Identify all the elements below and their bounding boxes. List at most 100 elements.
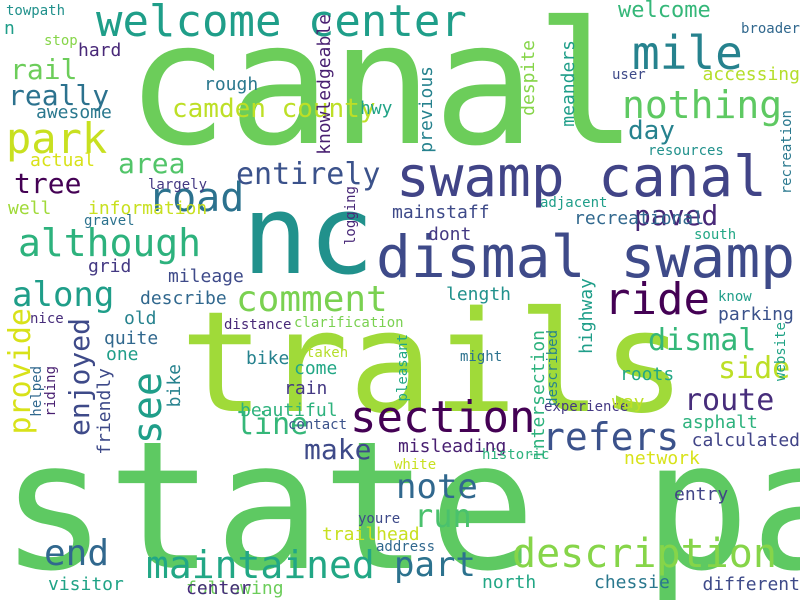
word-area: area bbox=[118, 147, 186, 180]
word-accessing: resources bbox=[648, 143, 724, 159]
word-note: note bbox=[396, 467, 478, 507]
word-describe: nice bbox=[30, 311, 64, 327]
word-although: although bbox=[18, 221, 202, 265]
word-make: make bbox=[304, 433, 372, 466]
word-length: pleasant bbox=[395, 334, 411, 402]
word-network: youre bbox=[358, 511, 401, 527]
word-hard: rough bbox=[204, 74, 259, 95]
word-following: following bbox=[186, 578, 284, 599]
word-end: see bbox=[125, 372, 171, 445]
word-previous: previous bbox=[416, 66, 437, 153]
word-know: website bbox=[773, 322, 789, 382]
word-mileage: describe bbox=[140, 288, 227, 309]
word-rain: rain bbox=[284, 378, 328, 399]
word-road: road bbox=[148, 175, 245, 221]
word-dismal-swamp: dismal swamp bbox=[376, 223, 796, 291]
word-rail: rail bbox=[10, 53, 78, 86]
word-rough: awesome bbox=[36, 102, 112, 123]
word-white: network bbox=[624, 448, 700, 469]
word-beautiful: beautiful bbox=[240, 400, 338, 421]
word-tree: tree bbox=[14, 167, 82, 200]
word-old: quite bbox=[104, 328, 159, 349]
word-trailhead: address bbox=[376, 539, 436, 555]
word-entry: chessie bbox=[594, 572, 670, 593]
word-awesome: actual bbox=[30, 150, 96, 171]
word-run: run bbox=[414, 497, 472, 535]
word-along: along bbox=[12, 275, 115, 315]
word-logging: logging bbox=[343, 186, 359, 246]
word-going: broader bbox=[740, 21, 800, 37]
word-recreational: south bbox=[694, 227, 737, 243]
word-line: line bbox=[236, 407, 309, 442]
word-way: calculated bbox=[691, 430, 800, 451]
word-state-park: state park bbox=[0, 403, 800, 600]
word-despite: despite bbox=[518, 40, 539, 116]
word-information: gravel bbox=[84, 213, 135, 229]
word-south: length bbox=[446, 284, 512, 305]
word-calculated: white bbox=[394, 457, 437, 473]
word-address: north bbox=[482, 572, 537, 593]
word-hwy: hwy bbox=[360, 98, 393, 119]
word-come: come bbox=[294, 358, 338, 379]
word-helped: riding bbox=[43, 366, 59, 417]
word-mainstaff: dont bbox=[428, 224, 472, 245]
word-maintained: maintained bbox=[146, 543, 375, 587]
word-refers: refers bbox=[542, 415, 680, 459]
word-historic: trailhead bbox=[322, 524, 420, 545]
word-distance: distance bbox=[224, 317, 292, 333]
word-experience: asphalt bbox=[682, 412, 758, 433]
word-contact: contact bbox=[288, 417, 348, 433]
word-misleading: historic bbox=[482, 447, 550, 463]
word-canal: canal bbox=[126, 0, 638, 184]
word-nothing: nothing bbox=[622, 83, 783, 127]
word-section: section bbox=[350, 392, 536, 443]
word-recreation: mainstaff bbox=[392, 202, 490, 223]
word-ride: ride bbox=[604, 274, 710, 325]
word-described: know bbox=[718, 289, 752, 305]
word-different: center bbox=[186, 578, 252, 599]
word-website: experience bbox=[544, 399, 629, 415]
word-nc: nc bbox=[242, 171, 375, 299]
word-well: information bbox=[88, 198, 208, 219]
word-n: stop bbox=[44, 33, 78, 49]
word-provide: enjoyed bbox=[63, 318, 96, 437]
word-part: part bbox=[394, 545, 476, 585]
word-quite: one bbox=[106, 344, 139, 365]
word-day: camden county bbox=[172, 94, 376, 124]
word-stop: hard bbox=[78, 40, 122, 61]
word-youre: entry bbox=[674, 484, 729, 505]
word-really: really bbox=[8, 79, 110, 112]
word-parking: roots bbox=[620, 364, 675, 385]
word-might: might bbox=[460, 349, 503, 365]
word-knowledgeable: knowledgeable bbox=[314, 14, 335, 155]
word-user: accessing bbox=[702, 64, 800, 85]
word-clarification: clarification bbox=[294, 315, 404, 331]
word-paved: paved bbox=[634, 199, 719, 232]
word-resources: recreation bbox=[779, 110, 795, 195]
word-gravel: grid bbox=[88, 256, 132, 277]
word-chessie: visitor bbox=[48, 574, 124, 595]
word-friendly: bike bbox=[164, 364, 185, 408]
word-riding: friendly bbox=[94, 368, 115, 455]
word-actual: largely bbox=[148, 177, 208, 193]
word-park: park bbox=[6, 114, 108, 163]
word-see: end bbox=[44, 533, 110, 574]
word-grid: mileage bbox=[168, 266, 244, 287]
word-dismal: dismal bbox=[648, 323, 757, 358]
word-towpath: n bbox=[4, 18, 15, 39]
word-asphalt: misleading bbox=[398, 436, 507, 457]
word-comment: comment bbox=[236, 279, 388, 320]
word-largely: well bbox=[8, 198, 52, 219]
word-bike: bike bbox=[246, 348, 290, 369]
word-entirely: entirely bbox=[236, 157, 381, 192]
word-meanders: meanders bbox=[558, 40, 579, 127]
word-east: parking bbox=[718, 304, 794, 325]
word-roots: way bbox=[612, 392, 645, 413]
word-description: description bbox=[512, 531, 777, 577]
word-welcome: towpath bbox=[6, 3, 66, 19]
word-dont: adjacent bbox=[540, 195, 608, 211]
word-welcome-center: welcome center bbox=[96, 0, 467, 47]
word-broader: user bbox=[612, 67, 646, 83]
word-side: side bbox=[718, 351, 791, 386]
